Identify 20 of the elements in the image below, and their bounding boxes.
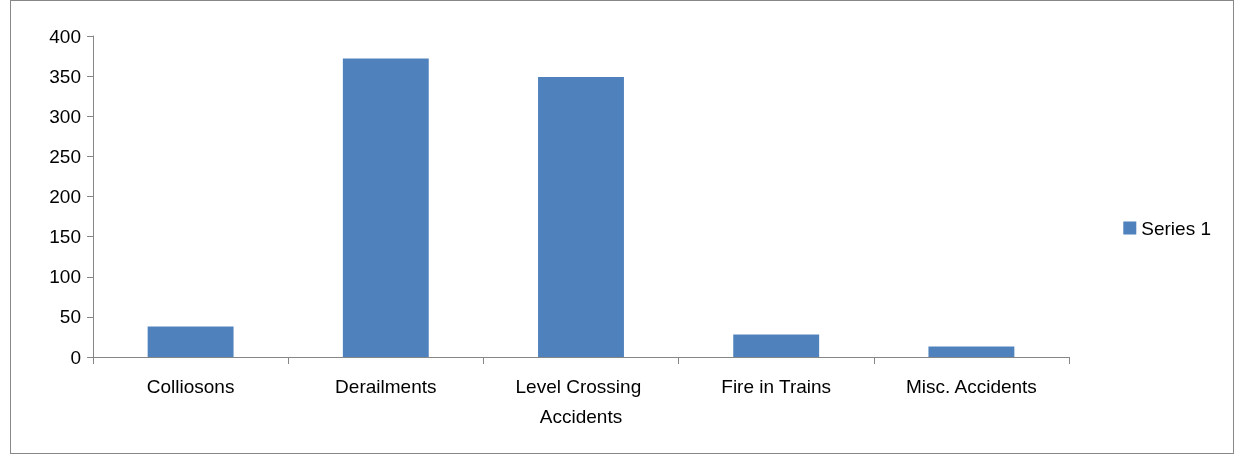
y-tick-label: 250	[49, 145, 81, 167]
x-tick-label: Derailments	[335, 375, 437, 397]
x-tick-label: Misc. Accidents	[905, 375, 1037, 397]
bar	[147, 326, 234, 357]
bar	[538, 76, 624, 357]
y-tick-label: 0	[70, 346, 81, 368]
bar	[928, 346, 1015, 357]
bar	[733, 334, 820, 357]
x-tick-label: Colliosons	[146, 375, 235, 397]
y-tick-label: 350	[49, 65, 81, 87]
bar	[342, 58, 429, 357]
legend-label: Series 1	[1141, 217, 1211, 239]
y-tick-label: 50	[59, 306, 81, 328]
y-tick-label: 300	[49, 105, 81, 127]
y-tick-label: 200	[49, 186, 81, 207]
x-tick-label: Level Crossing Accidents	[515, 375, 647, 427]
y-tick-label: 400	[49, 25, 81, 47]
y-tick-label: 150	[49, 226, 81, 248]
y-tick-label: 100	[49, 266, 81, 288]
x-tick-label: Fire in Trains	[721, 375, 832, 397]
